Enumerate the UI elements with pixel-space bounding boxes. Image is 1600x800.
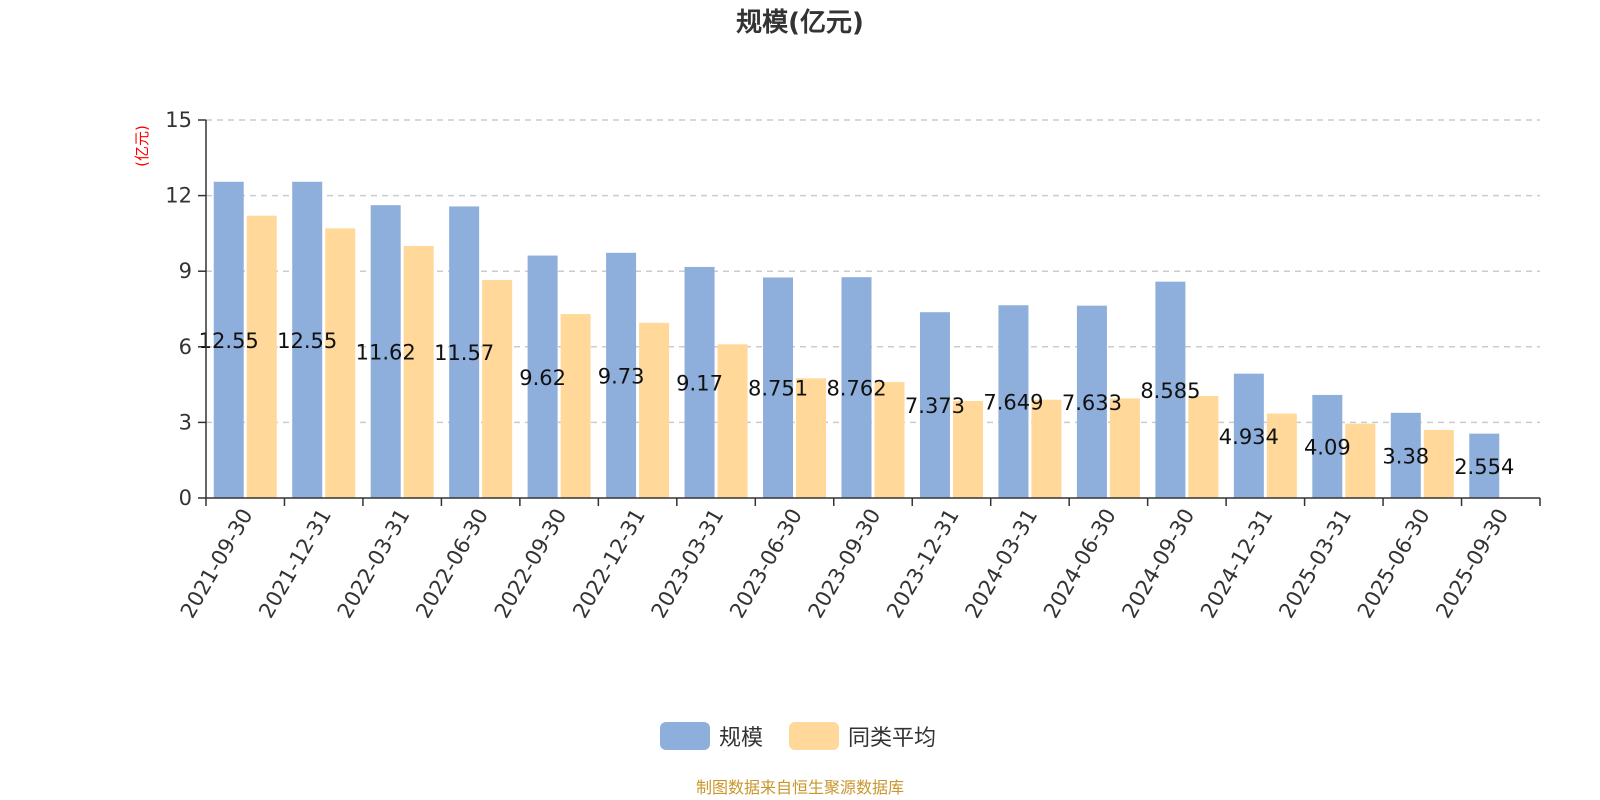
legend[interactable]: 规模 同类平均 [660, 722, 936, 751]
x-tick-label: 2023-09-30 [804, 505, 886, 623]
x-tick-label: 2023-03-31 [647, 505, 729, 623]
x-tick-label: 2024-09-30 [1117, 505, 1199, 623]
data-label: 4.09 [1304, 435, 1351, 459]
y-tick-label: 3 [179, 410, 192, 434]
bar-scale [527, 255, 558, 498]
bar-peer-average [246, 215, 277, 498]
x-tick-label: 2021-12-31 [254, 505, 336, 623]
y-tick-label: 6 [179, 335, 192, 359]
bar-scale [763, 277, 794, 498]
x-tick-label: 2025-03-31 [1274, 505, 1356, 623]
data-label: 12.55 [277, 329, 337, 353]
bar-peer-average [1188, 395, 1219, 498]
y-tick-label: 12 [165, 184, 192, 208]
x-tick-label: 2025-09-30 [1431, 505, 1513, 623]
x-tick-label: 2024-03-31 [960, 505, 1042, 623]
bars [213, 181, 1500, 499]
bar-scale [841, 277, 872, 498]
x-tick-label: 2022-03-31 [333, 505, 415, 623]
bar-peer-average [952, 400, 983, 498]
x-tick-label: 2025-06-30 [1353, 505, 1435, 623]
data-label: 4.934 [1219, 425, 1279, 449]
bar-peer-average [1345, 423, 1376, 498]
data-label: 8.751 [748, 377, 808, 401]
data-label: 8.585 [1140, 379, 1200, 403]
bar-scale [998, 305, 1029, 498]
data-label: 9.62 [519, 366, 566, 390]
bar-peer-average [403, 246, 434, 498]
data-label: 8.762 [826, 377, 886, 401]
bar-peer-average [1266, 413, 1297, 498]
y-axis-unit-label: (亿元) [133, 125, 151, 167]
x-tick-label: 2022-12-31 [568, 505, 650, 623]
axes [205, 120, 1540, 499]
data-label: 7.649 [983, 391, 1043, 415]
data-label: 7.373 [905, 394, 965, 418]
data-label: 12.55 [199, 329, 259, 353]
bar-peer-average [560, 314, 591, 498]
y-tick-label: 0 [179, 486, 192, 510]
bar-scale [1233, 373, 1264, 498]
data-label: 9.17 [676, 371, 723, 395]
bar-peer-average [1423, 429, 1454, 498]
bar-peer-average [874, 382, 905, 498]
source-note: 制图数据来自恒生聚源数据库 [696, 778, 904, 797]
bar-peer-average [1031, 399, 1062, 498]
bar-peer-average [325, 228, 356, 499]
legend-swatch[interactable] [789, 722, 839, 750]
data-label: 11.62 [356, 341, 416, 365]
bar-peer-average [717, 344, 748, 498]
bar-scale [449, 206, 480, 498]
bar-scale [1155, 281, 1186, 498]
x-tick-label: 2023-12-31 [882, 505, 964, 623]
bar-scale [213, 181, 244, 499]
data-label: 2.554 [1454, 455, 1514, 479]
x-tick-label: 2023-06-30 [725, 505, 807, 623]
y-tick-label: 15 [165, 108, 192, 132]
x-tick-label: 2022-09-30 [490, 505, 572, 623]
chart-title: 规模(亿元) [736, 8, 864, 38]
bar-peer-average [639, 322, 670, 498]
data-label: 3.38 [1382, 444, 1429, 468]
bar-peer-average [796, 378, 827, 498]
data-label: 7.633 [1062, 391, 1122, 415]
legend-label[interactable]: 规模 [719, 726, 763, 751]
y-tick-label: 9 [179, 259, 192, 283]
bar-scale [370, 205, 401, 498]
data-label: 11.57 [434, 341, 494, 365]
bar-scale [1312, 394, 1343, 498]
x-tick-label: 2024-12-31 [1196, 505, 1278, 623]
legend-swatch[interactable] [660, 722, 710, 750]
x-axis-ticks: 2021-09-302021-12-312022-03-312022-06-30… [176, 498, 1541, 623]
bar-peer-average [482, 280, 513, 498]
bar-scale [1469, 433, 1500, 498]
y-axis-ticks: 0 3 6 9 12 15 [165, 108, 206, 510]
data-labels: 12.55 12.55 11.62 11.57 9.62 9.73 9.17 8.751 8.7… [199, 329, 1515, 479]
x-tick-label: 2021-09-30 [176, 505, 258, 623]
data-label: 9.73 [598, 364, 645, 388]
bar-scale [606, 252, 637, 498]
bar-scale [1076, 305, 1107, 498]
bar-scale [1390, 412, 1421, 498]
bar-scale [292, 181, 323, 499]
bar-peer-average [1109, 398, 1140, 498]
bar-scale [919, 312, 950, 498]
legend-label[interactable]: 同类平均 [848, 726, 936, 751]
bar-scale [684, 266, 715, 498]
x-tick-label: 2022-06-30 [411, 505, 493, 623]
x-tick-label: 2024-06-30 [1039, 505, 1121, 623]
